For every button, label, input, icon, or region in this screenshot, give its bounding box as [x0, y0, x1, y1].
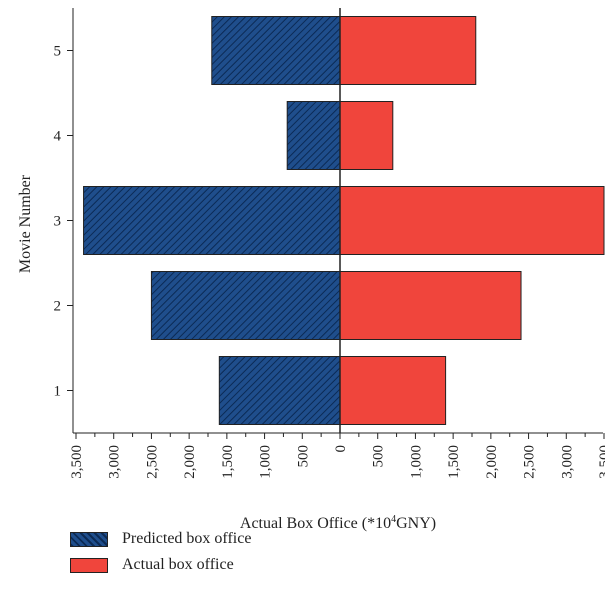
x-tick-label: 0	[333, 445, 349, 453]
x-tick-label: 2,000	[484, 445, 500, 479]
y-axis-title: Movie Number	[17, 174, 34, 273]
legend-swatch-predicted	[70, 531, 108, 547]
x-tick-label: 3,500	[597, 445, 605, 479]
x-tick-label: 2,500	[522, 445, 538, 479]
x-tick-label: 1,500	[220, 445, 236, 479]
actual-bar-3	[339, 186, 605, 255]
y-tick-label-2: 2	[54, 299, 62, 315]
x-tick-label: 2,000	[182, 445, 198, 479]
y-tick-label-1: 1	[54, 384, 62, 400]
predicted-bar-2	[150, 271, 341, 340]
x-tick-label: 500	[295, 445, 311, 468]
predicted-bar-4	[286, 101, 341, 170]
x-tick-label: 500	[371, 445, 387, 468]
x-axis-title: Actual Box Office (*104GNY)	[240, 514, 436, 532]
predicted-bar-5	[211, 16, 341, 85]
legend-item-predicted: Predicted box office	[70, 526, 251, 552]
y-tick-label-3: 3	[54, 214, 62, 230]
chart-legend: Predicted box office Actual box office	[70, 526, 251, 578]
x-tick-label: 1,500	[446, 445, 462, 479]
actual-bar-5	[339, 16, 477, 85]
legend-label-actual: Actual box office	[122, 556, 234, 573]
chart-axes: 1 2 3 4 5 3,500 3,000 2,500 2,000 1,500 1,000 500 0 5…	[54, 8, 605, 479]
predicted-bar-3	[83, 186, 341, 255]
y-tick-label-4: 4	[54, 129, 62, 145]
x-tick-label: 2,500	[144, 445, 160, 479]
y-tick-label-5: 5	[54, 44, 62, 60]
x-tick-label: 1,000	[408, 445, 424, 479]
x-tick-label: 1,000	[258, 445, 274, 479]
legend-swatch-actual	[70, 557, 108, 573]
x-tick-label: 3,000	[107, 445, 123, 479]
x-tick-label: 3,000	[559, 445, 575, 479]
legend-item-actual: Actual box office	[70, 552, 251, 578]
legend-label-predicted: Predicted box office	[122, 530, 252, 547]
actual-bar-1	[339, 356, 447, 425]
x-tick-label: 3,500	[69, 445, 85, 479]
predicted-bar-1	[218, 356, 341, 425]
chart-bars	[83, 16, 605, 425]
actual-bar-4	[339, 101, 394, 170]
actual-bar-2	[339, 271, 522, 340]
